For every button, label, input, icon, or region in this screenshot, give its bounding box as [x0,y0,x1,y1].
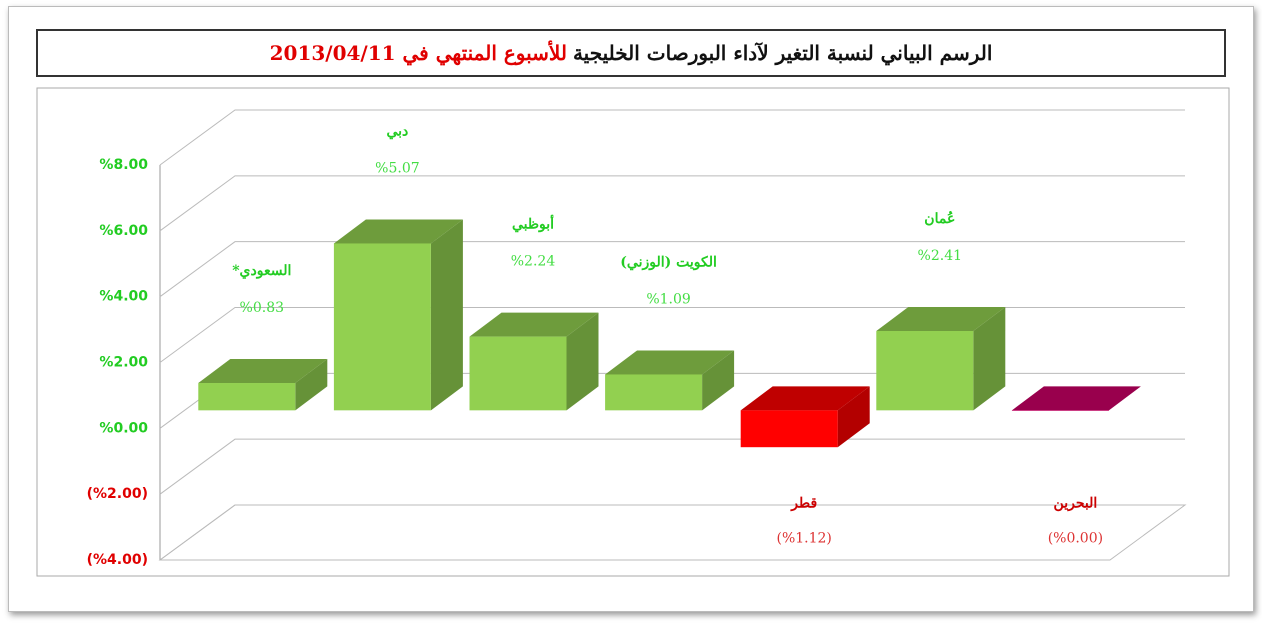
bar-side [837,386,870,448]
y-tick-label: (%2.00) [87,486,148,502]
y-tick-label: %2.00 [99,355,148,371]
y-tick-label: %8.00 [99,157,148,173]
bar-top [876,307,1006,332]
grid-line [159,504,1185,561]
bar [333,243,431,411]
bar [605,374,703,411]
bar [1011,410,1109,411]
value-label: %0.83 [240,300,284,316]
category-label: البحرين [1054,495,1098,511]
value-label: (%1.12) [776,530,831,546]
title-main: الرسم البياني لنسبة التغير لآداء البورصا… [572,41,993,65]
category-label: الكويت (الوزني) [620,254,717,270]
grid-line [159,109,1185,166]
grid-line [159,241,1185,298]
plot-frame [36,87,1230,577]
frame [8,6,1254,612]
category-label: دبي [386,123,408,139]
bar-top [605,350,735,375]
bar-top [198,359,328,384]
grid-line [159,307,1185,363]
bar-side [702,350,735,411]
bar-side [430,219,463,411]
y-tick-label: (%4.00) [87,552,148,568]
bar [876,331,974,411]
bar [198,383,296,411]
category-label: أبوظبي [512,214,554,233]
y-tick-label: %0.00 [99,420,148,436]
bar-side [566,312,599,411]
category-label: قطر [790,495,817,511]
title-date: للأسبوع المنتهي في 2013/04/11 [269,41,567,65]
value-label: %2.24 [511,254,556,270]
bar [469,336,567,411]
value-label: %5.07 [375,160,419,176]
y-tick-label: %4.00 [99,289,148,305]
bar-side [295,359,328,411]
bar-top [333,219,463,244]
value-label: %1.09 [646,291,690,307]
bar-top [740,386,870,411]
bar [740,410,838,448]
floor [158,504,1187,561]
grid-line [159,175,1185,232]
bar-top [1011,386,1141,411]
category-label: عُمان [924,210,955,227]
chart-title: الرسم البياني لنسبة التغير لآداء البورصا… [36,29,1226,77]
y-tick-label: %6.00 [99,223,148,239]
category-label: السعودي* [232,263,291,279]
bar-side [973,307,1006,411]
value-label: (%0.00) [1048,530,1103,546]
bar-top [469,312,599,337]
value-label: %2.41 [918,248,962,264]
grid-line [159,438,1185,495]
